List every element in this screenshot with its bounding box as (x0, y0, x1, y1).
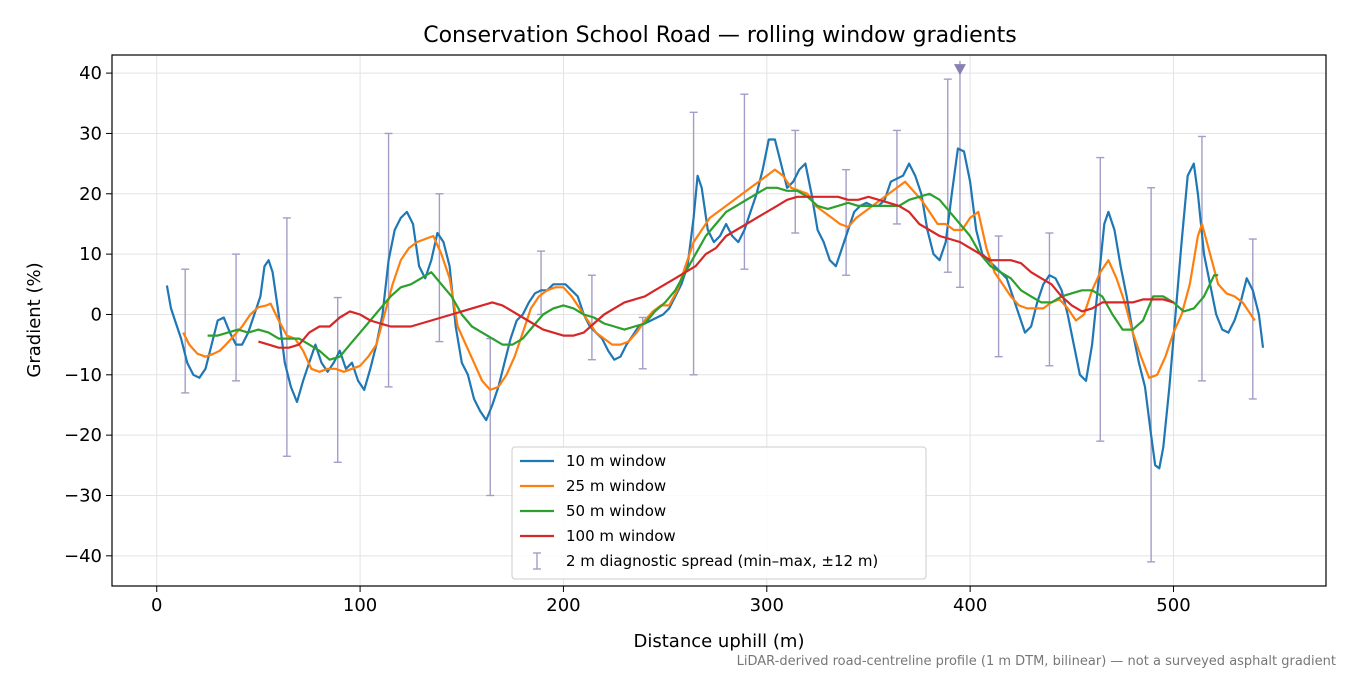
y-tick-label: 40 (79, 63, 102, 84)
error-bar (537, 250, 546, 316)
legend-label: 10 m window (566, 452, 666, 470)
legend: 10 m window 25 m window 50 m window 100 m w… (511, 446, 927, 580)
legend-label: 25 m window (566, 477, 666, 495)
y-axis-label: Gradient (%) (24, 262, 45, 377)
error-bar (333, 296, 342, 464)
error-bar (953, 61, 966, 289)
grid (112, 55, 1326, 586)
error-bar (282, 217, 291, 457)
legend-label: 2 m diagnostic spread (min–max, ±12 m) (566, 552, 878, 570)
x-tick-label: 200 (546, 595, 580, 616)
series-line (182, 168, 1256, 391)
error-bar (232, 253, 241, 382)
error-bar (181, 268, 190, 394)
error-bar (943, 78, 952, 273)
series-line (258, 195, 1174, 349)
legend-label: 100 m window (566, 527, 676, 545)
y-tick-label: 0 (91, 304, 102, 325)
error-bar (638, 316, 647, 370)
clipped-marker (953, 64, 966, 76)
x-axis-label: Distance uphill (m) (634, 631, 805, 652)
chart-title: Conservation School Road — rolling windo… (423, 23, 1017, 48)
footnote: LiDAR-derived road-centreline profile (1… (737, 654, 1336, 669)
x-tick-label: 500 (1156, 595, 1190, 616)
legend-label: 50 m window (566, 502, 666, 520)
error-bar (1045, 232, 1054, 367)
error-bar (740, 93, 749, 270)
y-tick-label: 20 (79, 184, 102, 205)
axis-ticks: 0 100 200 300 400 500 −40 −30 −20 −10 0 10 20 30 40 (64, 63, 1191, 616)
plot-frame (111, 54, 1327, 587)
x-tick-label: 400 (953, 595, 987, 616)
y-tick-label: 30 (79, 123, 102, 144)
y-tick-label: 10 (79, 244, 102, 265)
y-tick-label: −40 (64, 546, 102, 567)
error-bar (994, 235, 1003, 358)
error-bar (842, 168, 851, 276)
error-bar (892, 129, 901, 225)
series-line (165, 138, 1265, 470)
y-tick-label: −10 (64, 365, 102, 386)
legend-box (511, 446, 927, 580)
x-tick-label: 100 (343, 595, 377, 616)
error-bar (1197, 135, 1206, 382)
error-bar (1147, 187, 1156, 563)
y-tick-label: −20 (64, 425, 102, 446)
series-lines (165, 138, 1265, 470)
error-bar (791, 129, 800, 234)
error-bar (1096, 156, 1105, 442)
series-line (207, 186, 1219, 361)
x-tick-label: 0 (151, 595, 162, 616)
y-tick-label: −30 (64, 485, 102, 506)
x-tick-label: 300 (750, 595, 784, 616)
